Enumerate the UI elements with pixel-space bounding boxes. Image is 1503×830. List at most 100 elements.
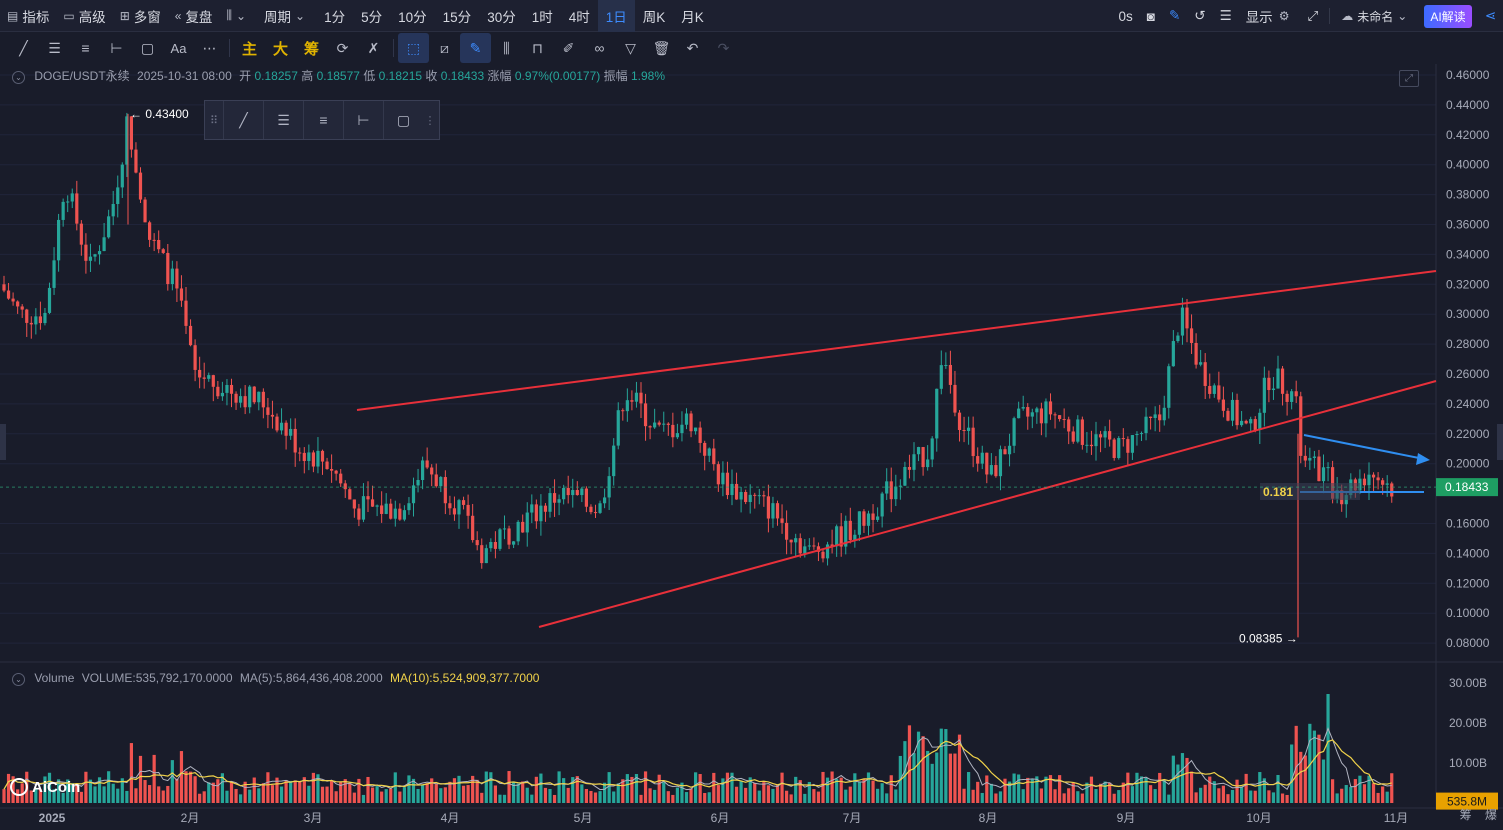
- price-tick: 0.28000: [1446, 337, 1490, 351]
- candle-body: [1280, 368, 1285, 394]
- filter-icon[interactable]: ▽: [625, 39, 636, 56]
- chevron-down-icon: ⌄: [1397, 9, 1408, 23]
- period-10m[interactable]: 10分: [398, 9, 427, 25]
- price-tick: 0.42000: [1446, 128, 1490, 142]
- advanced-button[interactable]: ▭ 高级: [63, 8, 106, 25]
- volume-bar: [880, 783, 884, 803]
- user-drawings[interactable]: 0.181: [0, 270, 1437, 628]
- volume-bar: [1362, 784, 1367, 803]
- volume-bar: [1199, 787, 1203, 803]
- volume-bar: [816, 791, 821, 803]
- price-tick: 0.26000: [1446, 367, 1490, 381]
- horizontal-ray-icon[interactable]: ⊢: [110, 39, 123, 56]
- candle-body: [111, 203, 115, 217]
- period-1d[interactable]: 1日: [597, 0, 635, 32]
- lower-trendline[interactable]: [538, 380, 1437, 628]
- candle-body: [1271, 388, 1276, 391]
- multi-window-button[interactable]: ⊞ 多窗: [119, 8, 161, 25]
- volume-bar: [716, 785, 720, 803]
- volume-bar: [1340, 788, 1344, 803]
- candle-body: [1180, 307, 1185, 336]
- drag-handle-icon[interactable]: ⋮: [424, 114, 436, 127]
- cursor-select-icon[interactable]: ⬚: [398, 33, 429, 63]
- undo-icon[interactable]: ↶: [686, 39, 699, 56]
- drag-handle-icon[interactable]: ⠿: [209, 114, 219, 127]
- camera-icon[interactable]: ◙: [1146, 8, 1155, 24]
- replay-button[interactable]: «复盘: [174, 8, 213, 25]
- edit-doc-icon[interactable]: ✐: [562, 39, 575, 56]
- chip-button[interactable]: 筹: [1459, 808, 1472, 822]
- period-4h[interactable]: 4时: [568, 9, 590, 25]
- candle-body: [143, 199, 147, 223]
- hide-drawings-icon[interactable]: ✗: [367, 39, 380, 56]
- trash-icon[interactable]: 🗑︎: [652, 39, 671, 56]
- volume-bar: [97, 777, 102, 803]
- parallel-channel-icon[interactable]: ☰: [263, 101, 303, 139]
- period-15m[interactable]: 15分: [442, 9, 472, 25]
- candle-body: [380, 505, 384, 514]
- price-chart[interactable]: 0.181 0.46000 0.44000 0.42000 0.40000 0.3800…: [0, 64, 1503, 830]
- right-panel-toggle[interactable]: [1497, 424, 1503, 460]
- candle-body: [307, 452, 311, 462]
- indicators-button[interactable]: ▤ 指标: [7, 8, 50, 25]
- candle-body: [107, 216, 111, 238]
- period-1mo[interactable]: 月K: [681, 9, 704, 25]
- candle-body: [461, 500, 466, 505]
- ruler-icon[interactable]: ⧄: [440, 39, 449, 56]
- period-1w[interactable]: 周K: [642, 9, 666, 25]
- fullscreen-icon[interactable]: ⤢: [1307, 8, 1319, 23]
- parallel-lines-icon[interactable]: ☰: [48, 39, 61, 56]
- horizontal-line-icon[interactable]: ⊢: [343, 101, 383, 139]
- candle-body: [1262, 377, 1266, 413]
- candles-icon[interactable]: ⫼: [503, 39, 510, 56]
- display-button[interactable]: 显示 ⚙: [1245, 9, 1290, 25]
- rectangle-icon[interactable]: ▢: [383, 101, 423, 139]
- text-tool-icon[interactable]: Aa: [170, 40, 187, 56]
- more-icon[interactable]: ⋯: [202, 39, 217, 56]
- volume-bar: [47, 772, 52, 803]
- main-indicator-button[interactable]: 主: [241, 40, 257, 58]
- sync-icon[interactable]: ⟳: [336, 39, 349, 56]
- volume-bar: [184, 771, 188, 803]
- candle-body: [389, 503, 393, 519]
- period-dropdown[interactable]: 周期 ⌄: [264, 8, 306, 25]
- descending-arrow-line[interactable]: [1303, 434, 1425, 460]
- chart-type-button[interactable]: ⫼ ⌄: [219, 0, 257, 32]
- candle-body: [252, 386, 256, 403]
- volume-bar: [653, 789, 657, 803]
- layout-dropdown[interactable]: ☁ 未命名 ⌄: [1341, 9, 1408, 24]
- pencil-icon[interactable]: ✎: [1168, 8, 1181, 23]
- redo-icon[interactable]: ↷: [717, 39, 730, 56]
- ai-interpret-button[interactable]: AI解读: [1424, 4, 1472, 28]
- list-icon[interactable]: ☰: [1219, 8, 1232, 23]
- candle-body: [1276, 368, 1280, 389]
- left-panel-toggle[interactable]: [0, 424, 6, 460]
- period-1h[interactable]: 1时: [531, 9, 553, 25]
- collapse-icon[interactable]: ⌄: [12, 71, 25, 84]
- trendline-icon[interactable]: ╱: [19, 39, 28, 56]
- liquidation-button[interactable]: 爆: [1484, 808, 1497, 822]
- horizontal-lines-icon[interactable]: ≡: [81, 40, 90, 56]
- candle-body: [34, 316, 38, 325]
- period-30m[interactable]: 30分: [487, 9, 516, 25]
- chip-distribution-button[interactable]: 筹: [303, 40, 319, 58]
- lock-icon[interactable]: ⊓: [532, 39, 543, 56]
- volume-bar: [753, 782, 757, 803]
- big-order-button[interactable]: 大: [272, 40, 288, 58]
- expand-icon[interactable]: ⤢: [1399, 70, 1419, 87]
- volume-bar: [407, 775, 411, 803]
- candle-body: [1089, 444, 1094, 447]
- candle-body: [1385, 483, 1389, 485]
- undo-square-icon[interactable]: ↺: [1194, 8, 1206, 23]
- collapse-icon[interactable]: ⌄: [12, 673, 25, 686]
- rectangle-icon[interactable]: ▢: [140, 39, 155, 56]
- magnet-pencil-icon[interactable]: ✎: [460, 33, 491, 63]
- upper-trendline[interactable]: [356, 270, 1437, 411]
- horizontal-lines-icon[interactable]: ≡: [303, 101, 343, 139]
- period-5m[interactable]: 5分: [361, 9, 383, 25]
- link-icon[interactable]: ∞: [594, 40, 605, 56]
- trendline-icon[interactable]: ╱: [223, 101, 263, 139]
- period-1m[interactable]: 1分: [324, 9, 346, 25]
- volume-bar: [1317, 734, 1321, 803]
- share-icon[interactable]: ⋖: [1484, 8, 1496, 23]
